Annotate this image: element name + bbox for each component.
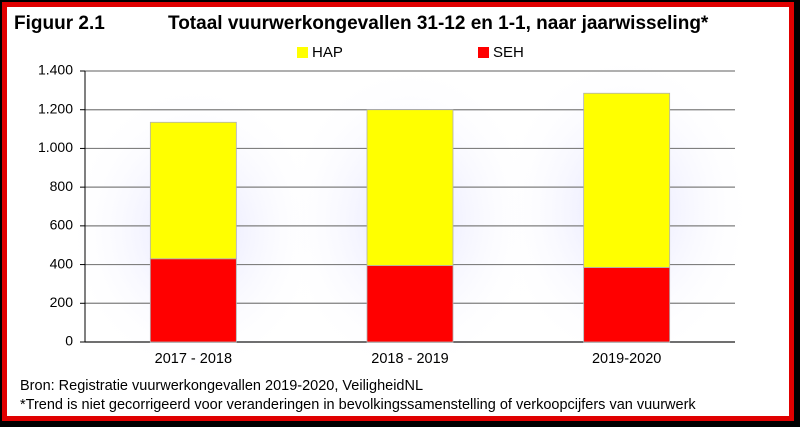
x-tick-label: 2018 - 2019 [371, 351, 448, 367]
y-tick-label: 1.400 [38, 62, 73, 78]
bar-segment [583, 267, 671, 343]
y-tick-label: 0 [65, 333, 73, 349]
bar-segment [149, 258, 237, 343]
source-note: Bron: Registratie vuurwerkongevallen 201… [20, 378, 423, 394]
y-tick-label: 600 [50, 217, 74, 233]
legend-swatch [478, 47, 489, 58]
legend-swatch [297, 47, 308, 58]
figure-label: Figuur 2.1 [14, 13, 105, 34]
x-tick-label: 2017 - 2018 [155, 351, 232, 367]
chart-title: Totaal vuurwerkongevallen 31-12 en 1-1, … [168, 13, 709, 34]
y-tick-label: 1.200 [38, 100, 73, 116]
y-tick-label: 1.000 [38, 139, 73, 155]
legend-label: HAP [312, 44, 343, 61]
bar-segment [366, 265, 454, 343]
bar-segment [583, 92, 671, 268]
y-tick-label: 200 [50, 294, 74, 310]
legend-label: SEH [493, 44, 524, 61]
x-tick-label: 2019-2020 [592, 351, 661, 367]
y-tick-label: 800 [50, 178, 74, 194]
bar-segment [149, 121, 237, 260]
footnote: *Trend is niet gecorrigeerd voor verande… [20, 397, 696, 413]
y-tick-label: 400 [50, 255, 74, 271]
bar-segment [366, 109, 454, 266]
plot: 0 200 400 600 800 1.000 1.200 1.400 2017 - 2018 2… [38, 62, 735, 367]
